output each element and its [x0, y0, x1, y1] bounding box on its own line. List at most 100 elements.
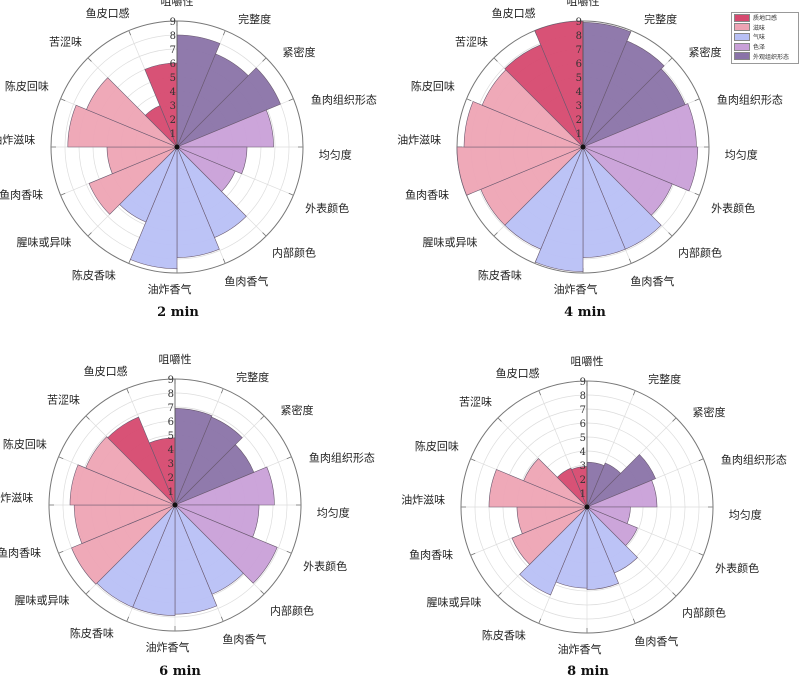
- category-label: 紧密度: [281, 403, 314, 417]
- chart-title: 8 min: [567, 664, 609, 679]
- category-label: 油炸滋味: [401, 493, 445, 507]
- r-tick-label: 3: [168, 459, 174, 470]
- legend-label: 外观组织形态: [753, 53, 790, 61]
- category-label: 外表颜色: [711, 201, 755, 215]
- category-label: 陈皮香味: [70, 626, 114, 640]
- r-tick-label: 8: [580, 391, 586, 402]
- r-tick-label: 2: [168, 473, 174, 484]
- category-label: 油炸滋味: [0, 133, 35, 147]
- category-label: 陈皮回味: [415, 439, 459, 453]
- r-tick-label: 7: [170, 45, 176, 56]
- outer-tick: [260, 590, 265, 595]
- category-label: 陈皮回味: [3, 437, 47, 451]
- bar-苦涩味: [85, 436, 176, 506]
- outer-tick: [87, 57, 92, 62]
- bar-鱼肉香味: [71, 504, 176, 585]
- r-tick-label: 5: [170, 73, 176, 84]
- category-label: 内部颜色: [678, 246, 722, 260]
- r-tick-label: 9: [168, 375, 174, 386]
- polar-chart: 123456789咀嚼性完整度紧密度鱼肉组织形态均匀度外表颜色内部颜色鱼肉香气油…: [0, 0, 377, 320]
- r-tick-label: 8: [170, 31, 176, 42]
- category-label: 鱼肉组织形态: [717, 93, 783, 107]
- polar-chart: 123456789咀嚼性完整度紧密度鱼肉组织形态均匀度外表颜色内部颜色鱼肉香气油…: [401, 354, 787, 679]
- chart-title: 4 min: [564, 305, 606, 320]
- category-label: 咀嚼性: [567, 0, 600, 8]
- category-label: 鱼肉香气: [630, 274, 674, 288]
- r-tick-label: 9: [170, 17, 176, 28]
- legend-item: 质地口感: [732, 13, 798, 23]
- outer-tick: [262, 232, 267, 237]
- bar-油炸香气: [586, 506, 620, 590]
- outer-tick: [668, 232, 673, 237]
- category-label: 鱼皮口感: [86, 6, 130, 20]
- r-tick-label: 9: [580, 377, 586, 388]
- legend-item: 气味: [732, 32, 798, 42]
- outer-tick: [260, 415, 265, 420]
- chart-title: 6 min: [159, 664, 201, 679]
- bar-苦涩味: [86, 77, 178, 148]
- category-label: 鱼皮口感: [496, 366, 540, 380]
- bar-鱼肉组织形态: [176, 67, 281, 148]
- category-label: 均匀度: [729, 507, 762, 521]
- bar-陈皮回味: [67, 104, 178, 148]
- category-label: 鱼肉组织形态: [721, 453, 787, 467]
- category-label: 鱼肉香味: [405, 187, 449, 201]
- category-label: 苦涩味: [47, 393, 80, 406]
- category-label: 鱼肉香气: [224, 274, 268, 288]
- outer-tick: [538, 390, 542, 396]
- category-label: 苦涩味: [455, 35, 488, 48]
- bar-鱼皮口感: [107, 416, 176, 506]
- r-tick-label: 1: [576, 129, 582, 140]
- category-label: 紧密度: [693, 405, 726, 419]
- category-label: 内部颜色: [272, 246, 316, 260]
- bar-外表颜色: [176, 146, 248, 175]
- center-dot: [174, 144, 180, 150]
- outer-tick: [126, 616, 130, 622]
- bar-鱼肉香味: [511, 506, 588, 565]
- bar-腥味或异味: [519, 506, 588, 596]
- polar-chart: 123456789咀嚼性完整度紧密度鱼肉组织形态均匀度外表颜色内部颜色鱼肉香气油…: [0, 352, 375, 679]
- outer-tick: [672, 592, 677, 597]
- category-label: 鱼肉香味: [409, 547, 453, 561]
- r-tick-label: 5: [168, 431, 174, 442]
- legend-swatch: [734, 13, 750, 22]
- category-label: 咀嚼性: [161, 0, 194, 8]
- legend-swatch: [734, 52, 750, 61]
- legend-swatch: [734, 23, 750, 32]
- category-label: 紧密度: [689, 45, 722, 59]
- outer-tick: [632, 390, 636, 396]
- r-tick-label: 3: [576, 101, 582, 112]
- r-tick-label: 9: [576, 17, 582, 28]
- category-label: 均匀度: [317, 505, 350, 519]
- category-label: 油炸香气: [554, 282, 598, 296]
- category-label: 鱼皮口感: [84, 364, 128, 378]
- outer-tick: [470, 458, 476, 462]
- bar-鱼肉香味: [88, 146, 178, 215]
- bar-外表颜色: [582, 146, 699, 192]
- category-label: 均匀度: [725, 147, 758, 161]
- category-label: 外表颜色: [303, 559, 347, 573]
- bar-鱼皮口感: [144, 105, 178, 148]
- center-dot: [584, 504, 590, 510]
- bar-陈皮香味: [534, 146, 584, 272]
- bar-鱼皮口感: [556, 467, 588, 508]
- r-tick-label: 1: [170, 129, 176, 140]
- category-label: 鱼肉组织形态: [311, 93, 377, 107]
- outer-tick: [288, 98, 294, 102]
- outer-tick: [466, 98, 472, 102]
- r-tick-label: 6: [580, 419, 586, 430]
- category-label: 完整度: [648, 372, 681, 386]
- category-label: 鱼肉香味: [0, 545, 41, 559]
- outer-tick: [698, 552, 704, 556]
- r-tick-label: 1: [580, 489, 586, 500]
- category-label: 完整度: [238, 12, 271, 26]
- category-label: 均匀度: [319, 147, 352, 161]
- r-tick-label: 7: [576, 45, 582, 56]
- bar-陈皮回味: [463, 101, 584, 148]
- r-tick-label: 3: [170, 101, 176, 112]
- category-label: 鱼肉香味: [0, 187, 43, 201]
- legend-label: 气味: [753, 34, 766, 42]
- r-tick-label: 2: [580, 475, 586, 486]
- outer-tick: [497, 417, 502, 422]
- outer-tick: [85, 415, 90, 420]
